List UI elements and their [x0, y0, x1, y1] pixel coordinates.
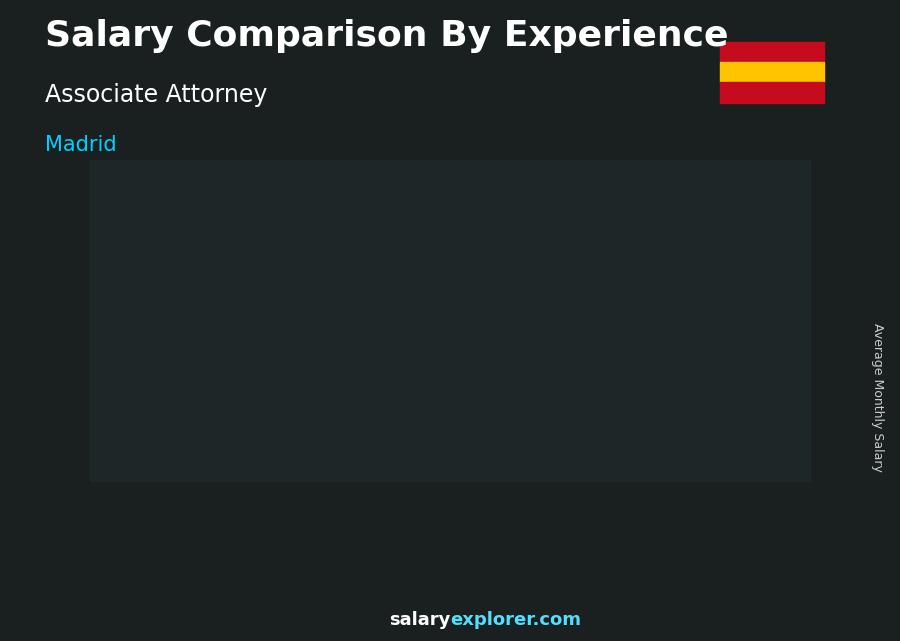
Polygon shape — [198, 439, 275, 447]
Text: 5,110 EUR: 5,110 EUR — [468, 369, 548, 384]
Text: salary: salary — [389, 612, 450, 629]
Text: 3,250 EUR: 3,250 EUR — [224, 451, 304, 466]
Bar — [698, 322, 764, 583]
Polygon shape — [323, 395, 400, 407]
Bar — [198, 439, 263, 583]
Bar — [72, 476, 138, 583]
Bar — [448, 356, 513, 583]
Text: Associate Attorney: Associate Attorney — [45, 83, 267, 107]
Text: Madrid: Madrid — [45, 135, 117, 154]
Text: Salary Comparison By Experience: Salary Comparison By Experience — [45, 19, 728, 53]
Text: explorer.com: explorer.com — [450, 612, 581, 629]
Polygon shape — [639, 335, 651, 583]
Polygon shape — [138, 476, 150, 583]
Polygon shape — [72, 476, 150, 482]
Polygon shape — [513, 356, 526, 583]
Text: 2,420 EUR: 2,420 EUR — [61, 488, 140, 503]
Text: +5%: +5% — [630, 278, 697, 304]
Bar — [323, 395, 388, 583]
Text: Average Monthly Salary: Average Monthly Salary — [871, 323, 884, 472]
Polygon shape — [388, 395, 400, 583]
Polygon shape — [263, 439, 275, 583]
Text: +21%: +21% — [370, 312, 455, 338]
Bar — [720, 82, 824, 103]
Polygon shape — [698, 322, 777, 338]
Text: +30%: +30% — [245, 351, 329, 377]
Polygon shape — [448, 356, 526, 370]
Text: 4,220 EUR: 4,220 EUR — [343, 408, 423, 423]
Text: 5,870 EUR: 5,870 EUR — [719, 335, 798, 350]
Bar — [90, 160, 810, 481]
Text: +9%: +9% — [504, 290, 572, 317]
Polygon shape — [764, 322, 777, 583]
Polygon shape — [573, 335, 651, 350]
Text: +34%: +34% — [120, 394, 204, 420]
Bar — [573, 335, 639, 583]
Bar — [720, 62, 824, 82]
Text: 5,580 EUR: 5,580 EUR — [593, 348, 673, 363]
Bar — [720, 42, 824, 62]
